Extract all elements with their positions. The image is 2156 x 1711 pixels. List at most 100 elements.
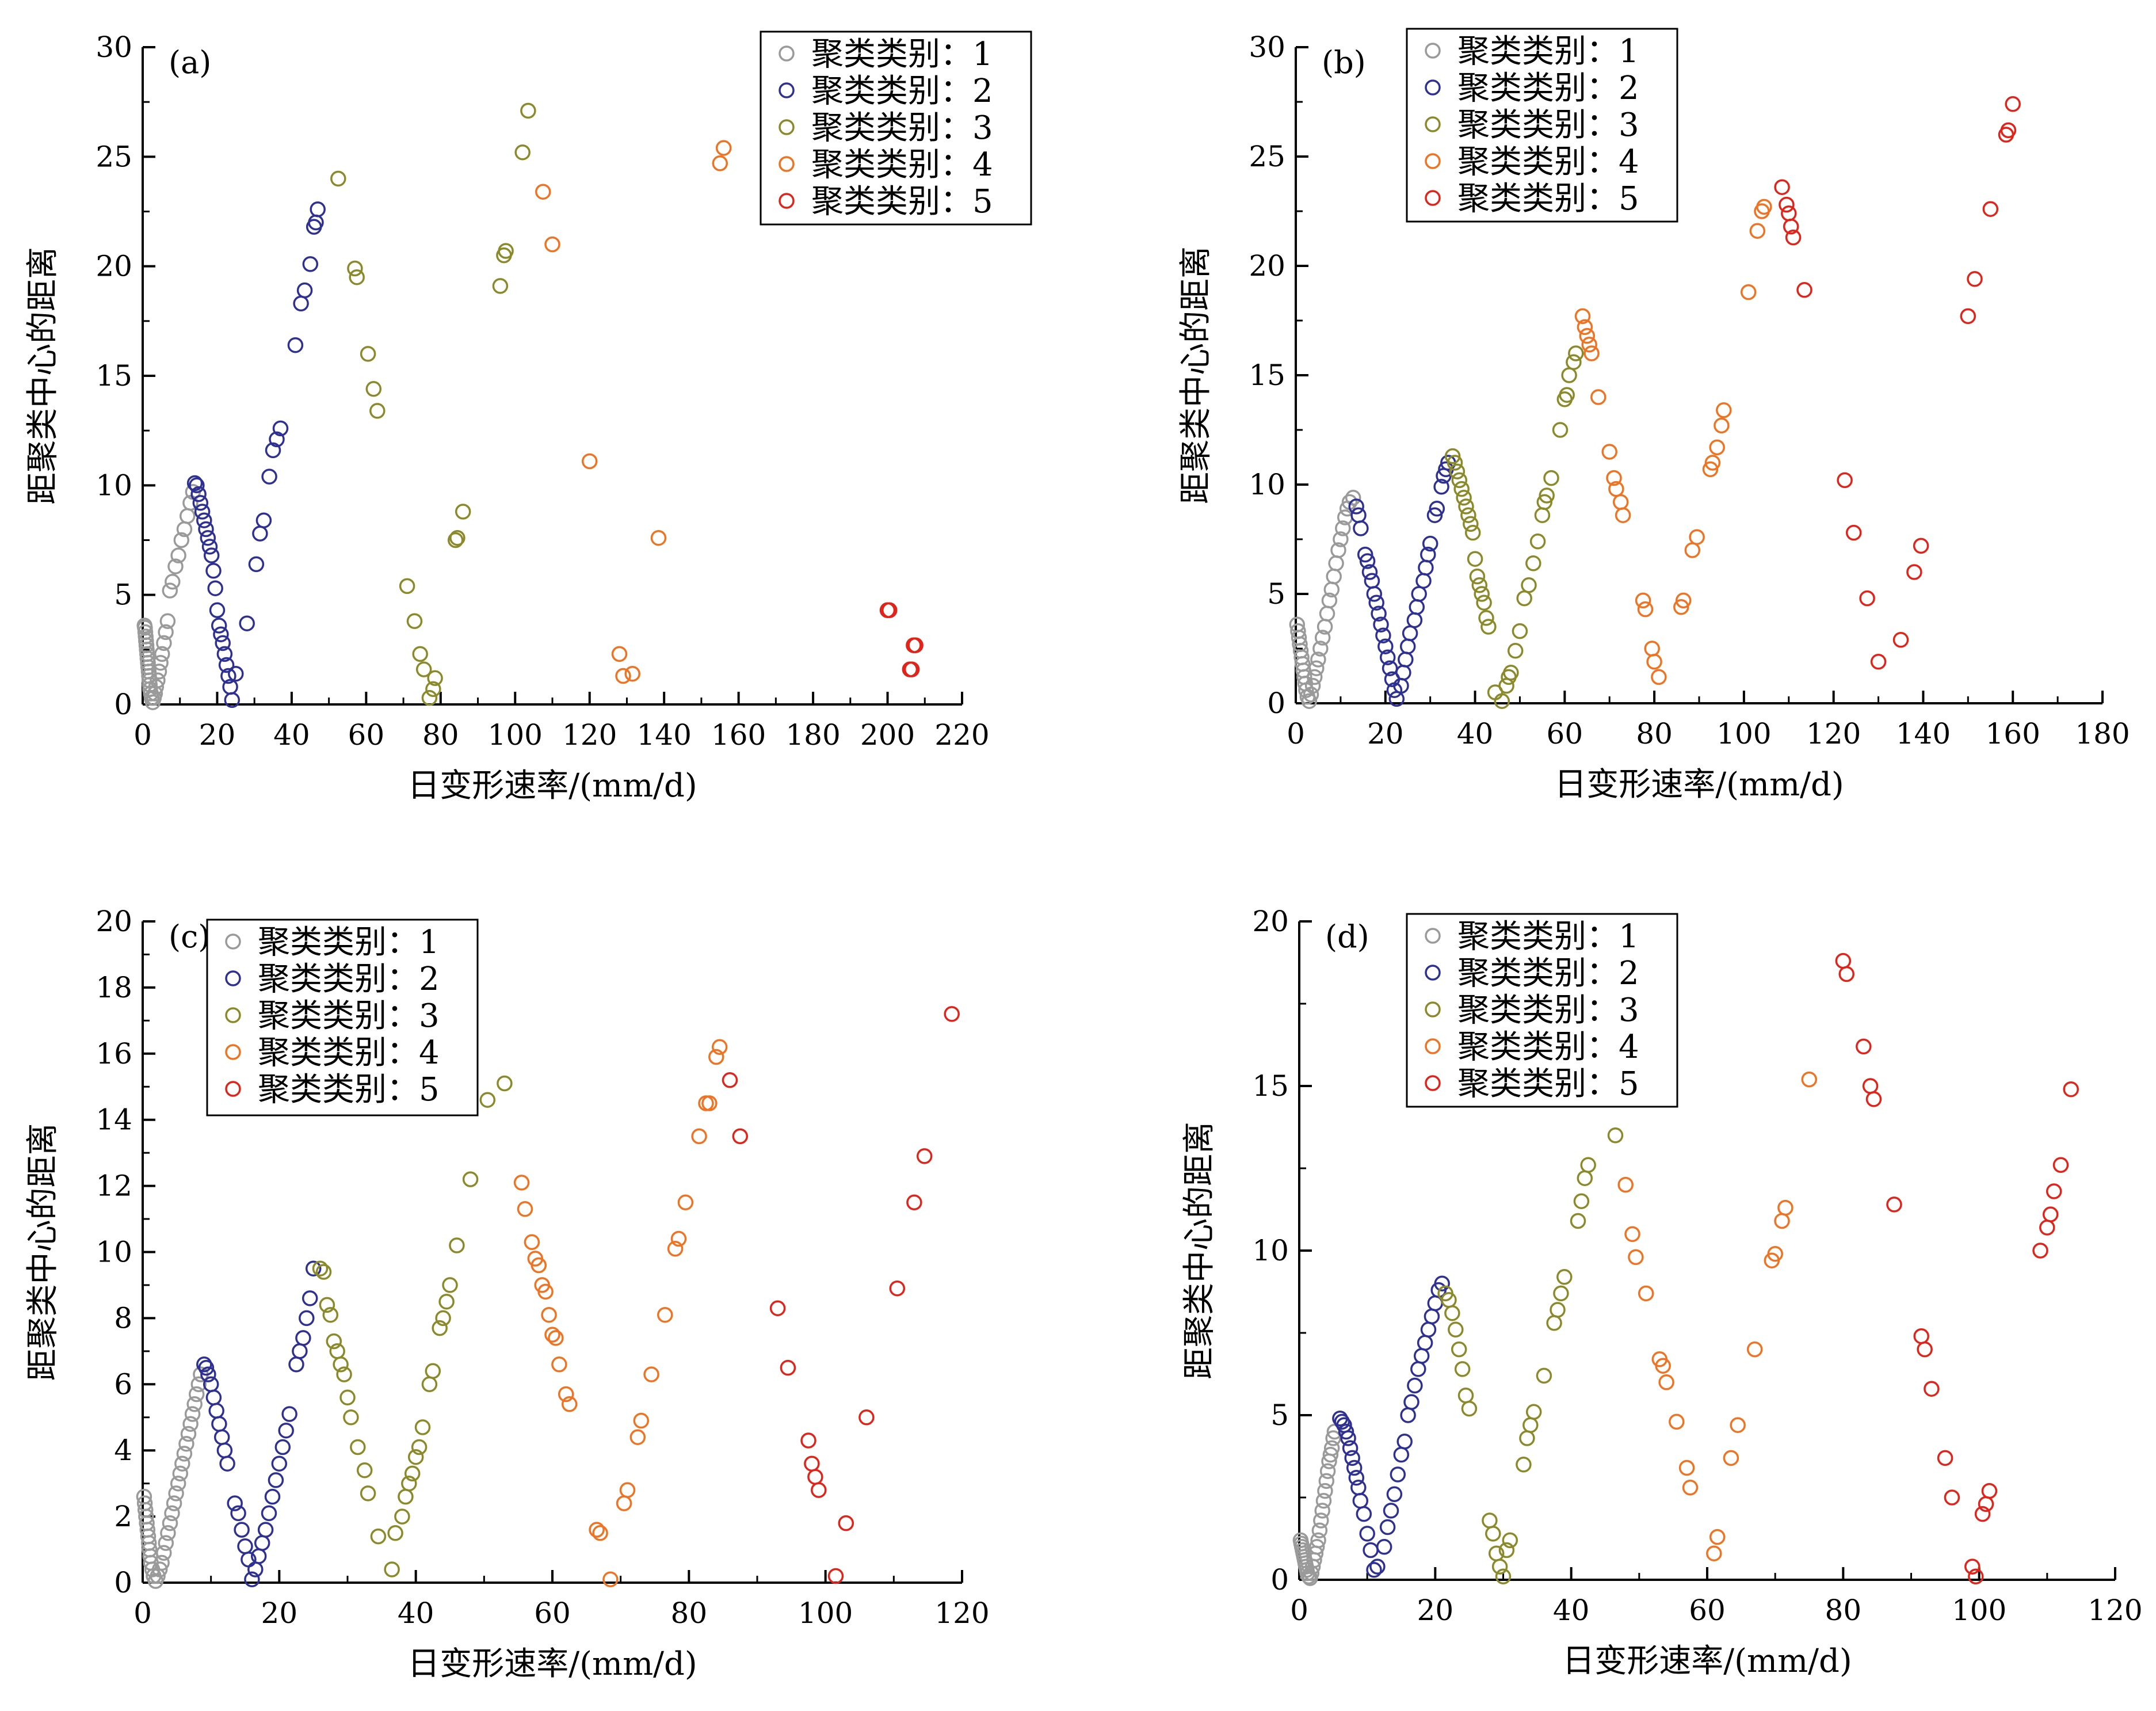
data-point-cluster-1 — [1310, 1532, 1326, 1549]
x-tick-label: 20 — [261, 1596, 298, 1630]
data-point-cluster-3 — [1476, 595, 1492, 611]
panel-label: (a) — [169, 44, 211, 81]
data-point-cluster-3 — [514, 144, 531, 161]
legend-marker-2 — [1425, 965, 1441, 981]
legend-label-1: 聚类类别：1 — [1457, 33, 1639, 70]
data-point-cluster-1 — [1325, 1430, 1341, 1446]
legend-marker-2 — [1425, 79, 1441, 96]
legend-label-5: 聚类类别：5 — [811, 183, 993, 220]
data-point-cluster-4 — [1716, 402, 1732, 418]
data-point-cluster-4 — [589, 1522, 605, 1538]
y-tick-label: 0 — [114, 688, 132, 721]
data-point-cluster-3 — [365, 381, 382, 397]
y-tick-label: 4 — [114, 1434, 132, 1467]
data-point-cluster-2 — [268, 1472, 284, 1488]
data-point-cluster-1 — [1330, 542, 1346, 558]
data-point-cluster-5 — [1937, 1450, 1953, 1466]
data-point-cluster-2 — [1407, 1377, 1423, 1394]
legend-marker-4 — [225, 1044, 241, 1060]
data-point-cluster-3 — [330, 170, 346, 187]
data-point-cluster-4 — [1678, 1460, 1695, 1476]
data-point-cluster-4 — [1684, 542, 1701, 558]
x-tick-label: 20 — [1417, 1594, 1454, 1627]
data-point-cluster-3 — [1494, 693, 1510, 709]
data-point-cluster-2 — [1350, 1480, 1367, 1496]
data-point-cluster-2 — [271, 1455, 288, 1472]
y-axis-title: 距聚类中心的距离 — [1177, 246, 1215, 504]
data-point-cluster-3 — [1474, 586, 1490, 602]
data-point-cluster-3 — [421, 689, 438, 706]
data-point-cluster-5 — [1785, 229, 1802, 246]
data-point-cluster-3 — [412, 646, 428, 662]
data-point-cluster-3 — [360, 1485, 376, 1502]
data-point-cluster-3 — [1448, 1321, 1464, 1338]
data-point-cluster-2 — [207, 580, 223, 596]
data-point-cluster-2 — [1406, 612, 1423, 628]
data-point-cluster-1 — [178, 1435, 194, 1452]
data-point-cluster-4 — [1638, 1285, 1654, 1302]
data-point-cluster-2 — [224, 692, 241, 708]
data-point-cluster-4 — [558, 1386, 574, 1403]
panel-label: (b) — [1322, 44, 1366, 81]
data-point-cluster-4 — [1658, 1374, 1674, 1390]
data-point-cluster-3 — [1607, 1127, 1624, 1144]
data-point-cluster-4 — [616, 1495, 632, 1511]
data-point-cluster-5 — [858, 1409, 875, 1426]
data-point-cluster-4 — [548, 1330, 564, 1346]
data-point-cluster-1 — [1326, 568, 1342, 585]
data-point-cluster-2 — [1415, 573, 1432, 589]
data-point-cluster-5 — [1913, 1328, 1929, 1344]
data-point-cluster-4 — [1709, 1529, 1726, 1545]
data-point-cluster-3 — [1521, 577, 1537, 593]
data-point-cluster-3 — [479, 1092, 496, 1108]
data-point-cluster-3 — [398, 1488, 414, 1505]
y-tick-label: 30 — [1249, 31, 1285, 64]
x-tick-label: 0 — [1290, 1594, 1308, 1627]
data-point-cluster-2 — [1395, 665, 1411, 681]
data-point-cluster-1 — [166, 1495, 182, 1511]
data-point-cluster-2 — [239, 615, 255, 631]
y-tick-label: 10 — [96, 1236, 132, 1269]
data-point-cluster-4 — [1714, 417, 1730, 434]
x-tick-label: 20 — [199, 718, 236, 752]
data-point-cluster-3 — [425, 1363, 441, 1380]
data-point-cluster-2 — [1422, 535, 1438, 552]
data-point-cluster-3 — [1570, 1213, 1586, 1229]
data-point-cluster-3 — [384, 1561, 400, 1577]
data-point-cluster-3 — [498, 243, 514, 259]
legend-marker-1 — [1425, 43, 1441, 59]
data-point-cluster-2 — [1420, 546, 1436, 563]
data-point-cluster-1 — [170, 547, 186, 563]
data-point-cluster-2 — [248, 556, 265, 573]
data-point-cluster-3 — [455, 504, 471, 520]
data-point-cluster-2 — [1353, 520, 1369, 536]
data-point-cluster-3 — [370, 1528, 387, 1545]
data-point-cluster-2 — [1390, 1466, 1406, 1483]
data-point-cluster-1 — [162, 1515, 178, 1531]
data-point-cluster-1 — [190, 1376, 207, 1393]
data-point-cluster-4 — [551, 1356, 567, 1373]
x-tick-label: 80 — [671, 1596, 708, 1630]
x-tick-label: 120 — [562, 718, 617, 752]
data-point-cluster-2 — [1413, 1348, 1430, 1364]
data-point-cluster-5 — [800, 1432, 816, 1449]
data-point-cluster-3 — [1543, 470, 1559, 486]
data-point-cluster-5 — [1856, 1038, 1872, 1055]
data-point-cluster-2 — [257, 1522, 274, 1538]
data-point-cluster-2 — [1352, 1492, 1369, 1509]
data-point-cluster-2 — [1424, 1308, 1440, 1325]
legend-marker-3 — [779, 119, 795, 135]
data-point-cluster-5 — [1870, 654, 1887, 670]
data-point-cluster-1 — [1308, 1539, 1325, 1555]
data-point-cluster-2 — [264, 1488, 281, 1505]
data-point-cluster-2 — [1361, 564, 1378, 580]
data-point-cluster-2 — [200, 1366, 216, 1382]
data-point-cluster-4 — [1801, 1071, 1818, 1088]
data-point-cluster-3 — [1568, 345, 1584, 361]
data-point-cluster-3 — [449, 529, 465, 546]
data-point-cluster-1 — [1300, 1568, 1317, 1585]
data-point-cluster-2 — [218, 657, 235, 673]
data-point-cluster-2 — [1334, 1413, 1350, 1430]
data-point-cluster-3 — [520, 102, 536, 119]
data-point-cluster-1 — [1310, 651, 1326, 668]
